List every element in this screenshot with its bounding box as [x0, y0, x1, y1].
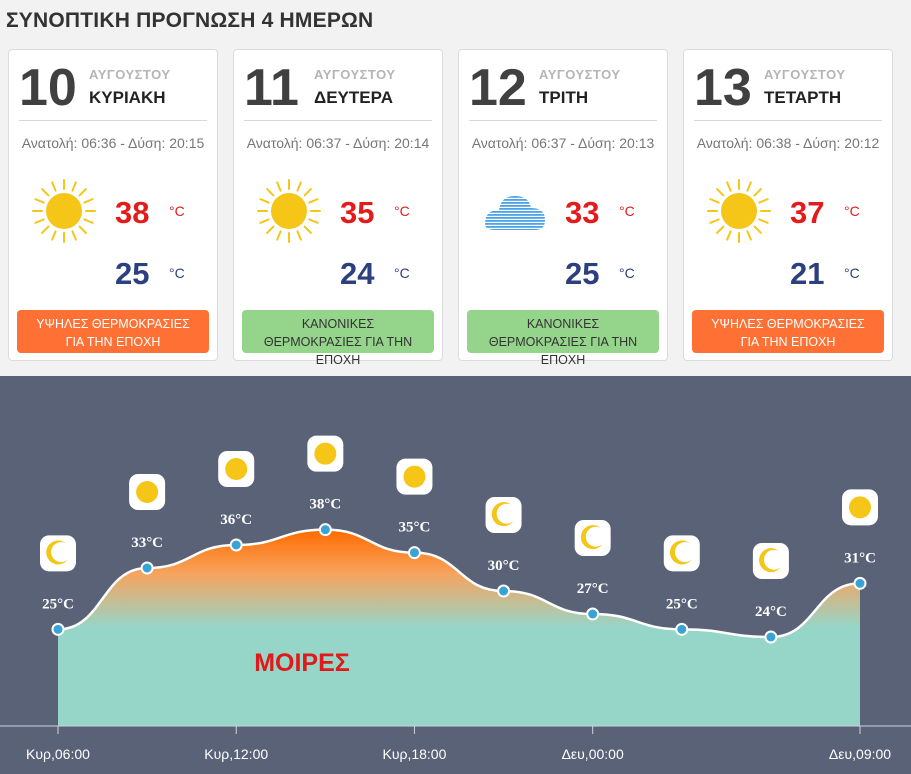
sunrise-sunset: Ανατολή: 06:38 - Δύση: 20:12	[696, 135, 880, 151]
hourly-temperature-chart: Κυρ,06:00 Κυρ,12:00 Κυρ,18:00 Δευ,00:00 Δευ,…	[0, 376, 911, 774]
min-temperature: 21	[790, 256, 825, 291]
min-temperature-unit: °C	[169, 265, 185, 281]
sun-icon	[256, 178, 322, 244]
min-temperature-unit: °C	[619, 265, 635, 281]
sun-icon	[31, 178, 97, 244]
data-label: 35°C	[399, 520, 431, 536]
data-point	[586, 607, 600, 621]
x-tick-label: Δευ,09:00	[829, 746, 891, 762]
sun-icon	[129, 474, 166, 510]
divider	[694, 120, 882, 121]
day-card: 11 ΑΥΓΟΥΣΤΟΥ ΔΕΥΤΕΡΑ Ανατολή: 06:37 - Δύση:…	[233, 49, 443, 367]
day-number: 10	[19, 59, 77, 117]
haze-icon	[481, 178, 547, 244]
sun-icon	[307, 435, 344, 472]
data-label: 25°C	[42, 596, 74, 612]
moon-icon	[40, 535, 76, 572]
data-point	[764, 630, 778, 644]
page-title: ΣΥΝΟΠΤΙΚΗ ΠΡΟΓΝΩΣΗ 4 ΗΜΕΡΩΝ	[6, 9, 374, 32]
max-temperature: 38	[115, 195, 150, 230]
sun-icon	[218, 451, 255, 487]
month-label: ΑΥΓΟΥΣΤΟΥ	[314, 67, 396, 82]
temperature-status-badge: ΥΨΗΛΕΣ ΘΕΡΜΟΚΡΑΣΙΕΣ ΓΙΑ ΤΗΝ ΕΠΟΧΗ	[692, 310, 884, 353]
data-label: 27°C	[577, 581, 609, 597]
moon-icon	[485, 497, 522, 533]
data-label: 30°C	[488, 558, 520, 574]
data-point	[497, 584, 511, 598]
data-point	[407, 546, 421, 560]
max-temperature-unit: °C	[619, 203, 635, 219]
moon-icon	[663, 535, 700, 572]
weekday-label: ΤΕΤΑΡΤΗ	[764, 88, 842, 107]
sun-icon	[396, 458, 433, 495]
weekday-label: ΚΥΡΙΑΚΗ	[89, 88, 166, 107]
data-label: 36°C	[220, 512, 252, 528]
x-tick-label: Κυρ,06:00	[26, 746, 90, 762]
day-card: 10 ΑΥΓΟΥΣΤΟΥ ΚΥΡΙΑΚΗ Ανατολή: 06:36 - Δύση:…	[8, 49, 218, 361]
weekday-label: ΔΕΥΤΕΡΑ	[314, 88, 393, 107]
data-point	[318, 523, 332, 537]
data-point	[229, 538, 243, 552]
day-card: 12 ΑΥΓΟΥΣΤΟΥ ΤΡΙΤΗ Ανατολή: 06:37 - Δύση: 2…	[458, 49, 668, 367]
min-temperature-unit: °C	[394, 265, 410, 281]
month-label: ΑΥΓΟΥΣΤΟΥ	[89, 67, 171, 82]
sunrise-sunset: Ανατολή: 06:37 - Δύση: 20:13	[471, 135, 655, 151]
divider	[244, 120, 432, 121]
day-number: 11	[244, 59, 299, 117]
max-temperature: 37	[790, 195, 825, 230]
data-point	[51, 622, 65, 636]
x-tick-label: Κυρ,18:00	[382, 746, 446, 762]
moon-icon	[752, 543, 789, 579]
x-tick-label: Κυρ,12:00	[204, 746, 268, 762]
min-temperature: 25	[565, 256, 600, 291]
temperature-status-badge: ΥΨΗΛΕΣ ΘΕΡΜΟΚΡΑΣΙΕΣ ΓΙΑ ΤΗΝ ΕΠΟΧΗ	[17, 310, 209, 353]
temperature-status-badge: ΚΑΝΟΝΙΚΕΣ ΘΕΡΜΟΚΡΑΣΙΕΣ ΓΙΑ ΤΗΝ ΕΠΟΧΗ	[242, 310, 434, 367]
day-card: 13 ΑΥΓΟΥΣΤΟΥ ΤΕΤΑΡΤΗ Ανατολή: 06:38 - Δύση:…	[683, 49, 893, 361]
sunrise-sunset: Ανατολή: 06:37 - Δύση: 20:14	[246, 135, 430, 151]
y-axis-label: ΜΟΙΡΕΣ	[254, 649, 350, 677]
forecast-cards: 10 ΑΥΓΟΥΣΤΟΥ ΚΥΡΙΑΚΗ Ανατολή: 06:36 - Δύση:…	[0, 49, 911, 367]
day-number: 13	[694, 59, 752, 117]
sun-icon	[706, 178, 772, 244]
sun-icon	[842, 489, 878, 526]
month-label: ΑΥΓΟΥΣΤΟΥ	[764, 67, 846, 82]
max-temperature: 33	[565, 195, 600, 230]
divider	[469, 120, 657, 121]
min-temperature-unit: °C	[844, 265, 860, 281]
temperature-status-badge: ΚΑΝΟΝΙΚΕΣ ΘΕΡΜΟΚΡΑΣΙΕΣ ΓΙΑ ΤΗΝ ΕΠΟΧΗ	[467, 310, 659, 367]
data-label: 33°C	[131, 535, 163, 551]
max-temperature-unit: °C	[394, 203, 410, 219]
day-number: 12	[469, 59, 527, 117]
data-label: 31°C	[844, 550, 876, 566]
moon-icon	[574, 520, 611, 556]
min-temperature: 24	[340, 256, 375, 291]
divider	[19, 120, 207, 121]
min-temperature: 25	[115, 256, 150, 291]
temperature-area	[58, 529, 860, 726]
weekday-label: ΤΡΙΤΗ	[539, 88, 589, 107]
sunrise-sunset: Ανατολή: 06:36 - Δύση: 20:15	[21, 135, 205, 151]
max-temperature-unit: °C	[169, 203, 185, 219]
max-temperature: 35	[340, 195, 375, 230]
data-label: 38°C	[309, 497, 341, 513]
month-label: ΑΥΓΟΥΣΤΟΥ	[539, 67, 621, 82]
data-point	[853, 576, 867, 590]
data-point	[675, 622, 689, 636]
data-label: 24°C	[755, 604, 787, 620]
data-label: 25°C	[666, 596, 698, 612]
temperature-line	[57, 528, 861, 639]
chart-svg: Κυρ,06:00 Κυρ,12:00 Κυρ,18:00 Δευ,00:00 Δευ,…	[0, 435, 911, 762]
x-tick-label: Δευ,00:00	[562, 746, 624, 762]
max-temperature-unit: °C	[844, 203, 860, 219]
data-point	[140, 561, 154, 575]
